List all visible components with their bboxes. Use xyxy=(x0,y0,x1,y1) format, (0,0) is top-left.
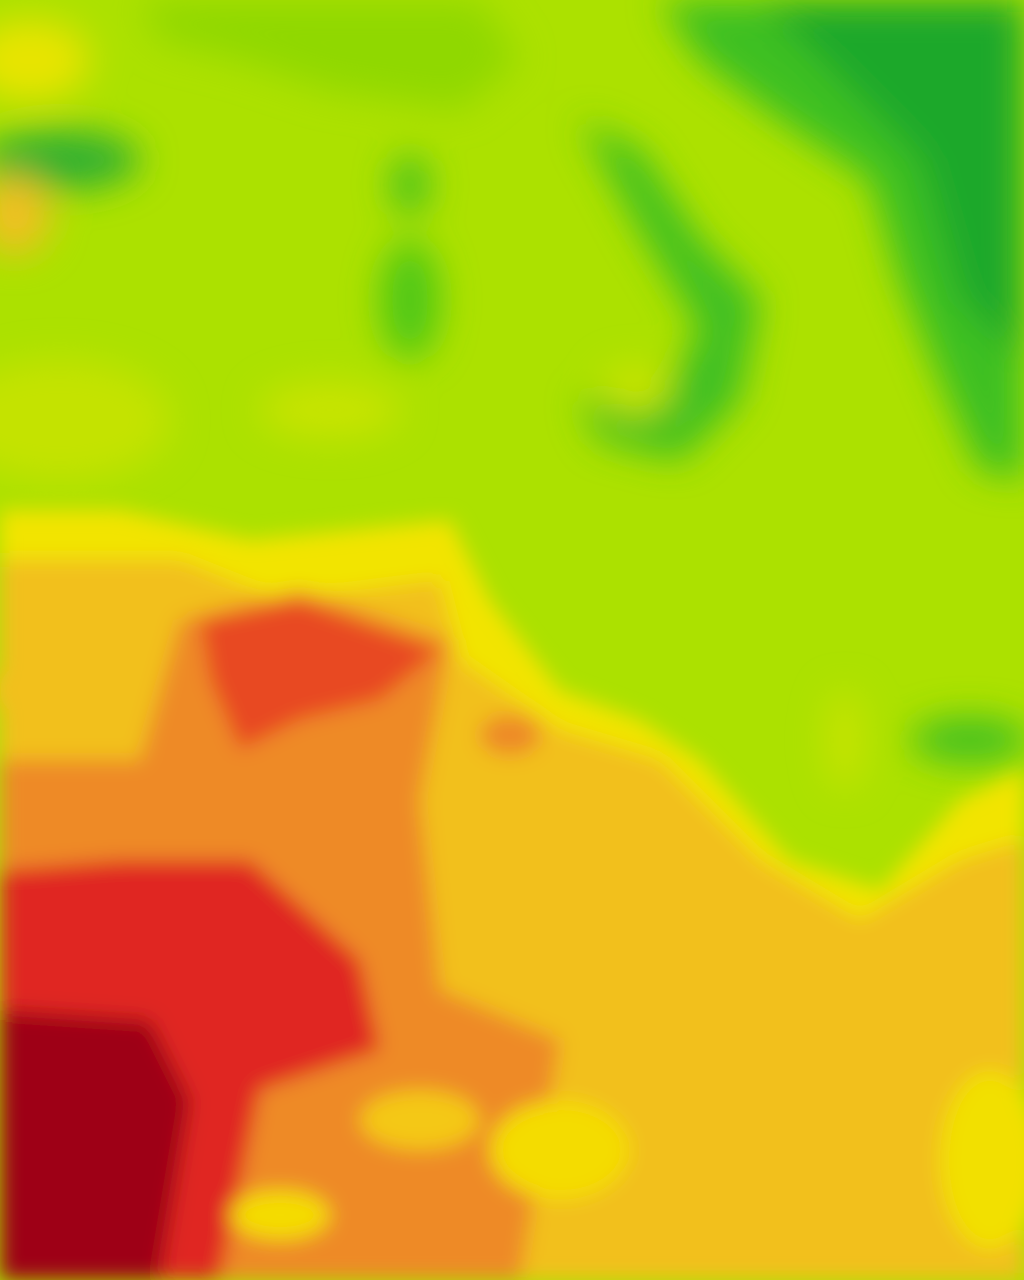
yellow-zone xyxy=(490,1100,630,1200)
light-zone xyxy=(0,20,90,100)
green-zone xyxy=(580,120,760,460)
light-zone xyxy=(0,360,170,480)
yellow-zone xyxy=(230,1190,330,1240)
dark-red-zone xyxy=(0,1010,190,1280)
green-zone xyxy=(910,718,1024,762)
warm-zone xyxy=(0,175,50,255)
warm-zones xyxy=(0,510,1024,1280)
light-zone xyxy=(601,365,671,415)
green-zone xyxy=(140,0,520,110)
green-zone xyxy=(380,240,440,360)
orange-zone xyxy=(0,650,130,730)
light-zone xyxy=(260,382,400,438)
green-zones xyxy=(0,0,1024,790)
red-zone xyxy=(200,600,440,750)
green-zone xyxy=(392,155,428,215)
yellow-zone xyxy=(940,1070,1024,1250)
green-zone xyxy=(760,0,1024,360)
light-zone xyxy=(827,690,863,790)
orange-zone xyxy=(480,715,540,755)
green-zone xyxy=(0,130,140,190)
orange-zone xyxy=(360,1090,480,1150)
